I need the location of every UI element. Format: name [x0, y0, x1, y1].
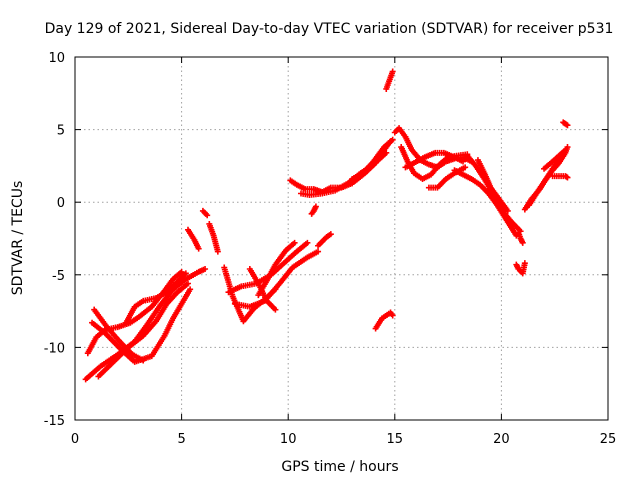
data-point	[202, 265, 209, 272]
data-point	[315, 248, 322, 255]
y-tick-label: 5	[57, 124, 65, 139]
chart-title: Day 129 of 2021, Sidereal Day-to-day VTE…	[45, 21, 614, 37]
data-point	[462, 164, 469, 171]
data-track	[391, 125, 475, 171]
data-point	[204, 212, 211, 219]
data-track	[199, 207, 211, 219]
y-tick-labels: -15 -10 -5 0 5 10	[44, 51, 65, 429]
grid-lines	[75, 57, 608, 420]
data-point	[184, 280, 191, 287]
y-axis-label: SDTVAR / TECUs	[10, 181, 26, 296]
data-track	[383, 68, 396, 92]
data-point	[272, 306, 279, 313]
data-track	[255, 239, 298, 299]
data-track	[206, 220, 221, 255]
x-tick-labels: 0 5 10 15 20 25	[71, 432, 616, 447]
x-tick-label: 20	[493, 432, 510, 447]
data-point	[308, 210, 315, 217]
data-track	[485, 186, 524, 235]
data-point	[564, 122, 571, 129]
data-point	[214, 248, 221, 255]
data-track	[225, 239, 311, 296]
data-track	[372, 309, 396, 332]
x-tick-label: 5	[177, 432, 185, 447]
x-axis-label: GPS time / hours	[281, 459, 398, 475]
data-point	[519, 239, 526, 246]
data-point	[389, 68, 396, 75]
data-track	[315, 231, 334, 249]
data-point	[389, 136, 396, 143]
data-point	[389, 312, 396, 319]
data-point	[140, 357, 147, 364]
data-point	[327, 231, 334, 238]
data-track	[184, 226, 202, 252]
data-point	[521, 260, 528, 267]
axis-ticks	[74, 56, 609, 421]
data-point	[564, 174, 571, 181]
data-point	[304, 239, 311, 246]
y-tick-label: 0	[57, 196, 65, 211]
data-track	[349, 136, 396, 182]
data-track	[541, 146, 569, 172]
data-track	[549, 173, 571, 181]
data-point	[178, 268, 185, 275]
data-point	[182, 270, 189, 277]
data-track	[425, 164, 469, 191]
data-point	[460, 158, 467, 165]
y-tick-label: 10	[48, 51, 65, 66]
plot-frame	[74, 56, 609, 421]
data-track	[95, 280, 191, 380]
data-point	[562, 146, 569, 153]
data-point	[195, 245, 202, 252]
y-tick-label: -15	[44, 414, 65, 429]
data-track	[515, 229, 526, 246]
data-point	[291, 239, 298, 246]
data-point	[504, 207, 511, 214]
x-tick-label: 25	[600, 432, 617, 447]
y-tick-label: -5	[52, 269, 65, 284]
data-point	[383, 149, 390, 156]
x-tick-label: 15	[387, 432, 404, 447]
data-track	[123, 270, 189, 326]
x-tick-label: 0	[71, 432, 79, 447]
data-track	[308, 203, 319, 217]
x-tick-label: 10	[280, 432, 297, 447]
data-track	[560, 119, 571, 129]
data-point	[187, 286, 194, 293]
data-track	[402, 149, 467, 171]
data-track	[513, 260, 528, 277]
data-track	[231, 248, 322, 310]
data-points	[82, 68, 571, 383]
y-tick-label: -10	[44, 341, 65, 356]
